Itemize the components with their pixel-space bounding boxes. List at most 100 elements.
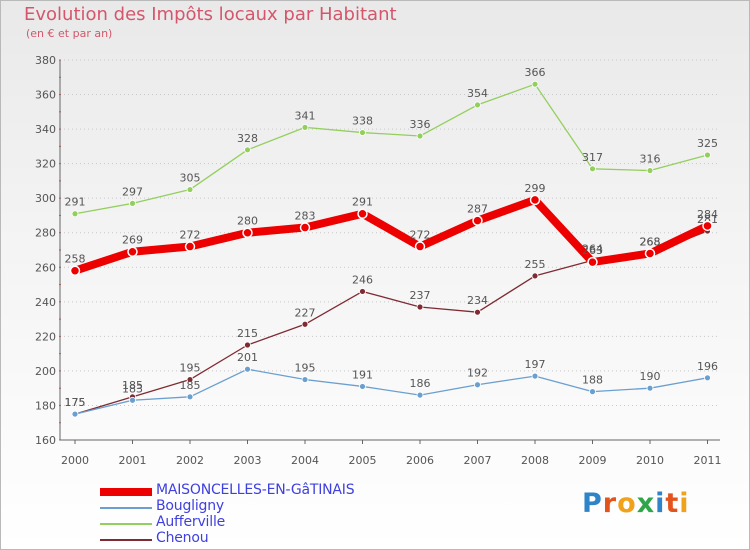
legend-swatch-maisoncelles [100, 488, 152, 496]
data-point-aufferville [129, 199, 136, 207]
y-tick-label: 260 [35, 261, 56, 274]
data-point-maisoncelles [644, 248, 656, 259]
data-point-bougligny [416, 391, 424, 399]
data-label-maisoncelles: 269 [122, 234, 143, 247]
data-label-chenou: 227 [295, 306, 316, 319]
data-label-bougligny: 192 [467, 367, 488, 380]
data-point-bougligny [474, 381, 481, 389]
x-tick-label: 2004 [291, 454, 319, 467]
data-point-chenou [531, 272, 539, 280]
brand-letter: t [665, 488, 680, 519]
x-tick-label: 2006 [406, 454, 434, 467]
data-label-maisoncelles: 258 [65, 253, 86, 266]
x-tick-label: 2010 [636, 454, 664, 467]
data-label-chenou: 185 [122, 379, 143, 392]
data-point-bougligny [531, 372, 539, 380]
x-tick-label: 2005 [349, 454, 377, 467]
data-label-maisoncelles: 291 [352, 196, 373, 209]
data-label-aufferville: 316 [640, 153, 661, 166]
data-label-bougligny: 197 [525, 358, 546, 371]
brand-letter: i [679, 488, 690, 519]
data-point-maisoncelles [242, 227, 253, 238]
data-label-maisoncelles: 299 [525, 182, 546, 195]
data-point-bougligny [589, 388, 596, 396]
data-label-bougligny: 186 [410, 377, 431, 390]
data-label-bougligny: 196 [697, 360, 718, 373]
legend-label-chenou: Chenou [156, 530, 209, 546]
brand-letter: x [636, 488, 656, 519]
data-label-aufferville: 325 [697, 137, 718, 150]
data-point-aufferville [71, 210, 79, 218]
data-point-bougligny [646, 384, 654, 392]
data-point-aufferville [474, 101, 481, 109]
data-point-bougligny [301, 376, 309, 383]
brand-letter: P [582, 488, 603, 519]
brand-letter: r [602, 488, 618, 519]
legend-swatch-chenou [100, 539, 152, 541]
data-point-aufferville [531, 80, 539, 88]
brand-letter: i [655, 488, 666, 519]
series-line-aufferville [74, 83, 709, 215]
data-point-aufferville [359, 129, 366, 136]
data-point-maisoncelles [184, 241, 196, 252]
data-point-maisoncelles [414, 241, 426, 252]
data-label-aufferville: 317 [582, 151, 603, 164]
x-tick-label: 2003 [234, 454, 262, 467]
data-label-chenou: 215 [237, 327, 258, 340]
y-tick-label: 360 [35, 89, 56, 102]
legend-label-bougligny: Bougligny [156, 498, 224, 514]
data-point-aufferville [646, 167, 654, 174]
data-label-chenou: 195 [180, 362, 201, 375]
data-label-chenou: 246 [352, 273, 373, 286]
data-point-maisoncelles [702, 220, 713, 232]
data-point-chenou [244, 341, 251, 349]
legend-swatch-aufferville [100, 523, 152, 525]
data-point-bougligny [71, 410, 79, 418]
data-point-maisoncelles [299, 222, 311, 233]
data-point-chenou [359, 288, 366, 295]
data-point-aufferville [704, 151, 711, 159]
data-label-chenou: 234 [467, 294, 488, 307]
data-label-maisoncelles: 268 [640, 235, 661, 248]
data-point-aufferville [301, 123, 309, 131]
data-point-chenou [416, 303, 424, 311]
data-label-maisoncelles: 272 [180, 229, 201, 242]
data-label-aufferville: 305 [180, 172, 201, 185]
data-point-bougligny [186, 393, 194, 401]
data-label-maisoncelles: 284 [697, 208, 718, 221]
y-tick-label: 280 [35, 227, 56, 240]
data-label-bougligny: 201 [237, 351, 258, 364]
x-tick-label: 2007 [464, 454, 492, 467]
x-tick-label: 2008 [521, 454, 549, 467]
x-tick-label: 2009 [579, 454, 607, 467]
y-tick-label: 340 [35, 123, 56, 136]
legend-swatch-bougligny [100, 507, 152, 509]
brand-logo: Proxiti [582, 488, 690, 519]
y-tick-label: 320 [35, 158, 56, 171]
x-tick-label: 2001 [119, 454, 147, 467]
legend-label-maisoncelles: MAISONCELLES-EN-GâTINAIS [156, 482, 355, 498]
data-point-maisoncelles [357, 208, 368, 219]
data-label-aufferville: 338 [352, 115, 373, 128]
data-label-maisoncelles: 280 [237, 215, 258, 228]
data-label-bougligny: 195 [295, 362, 316, 375]
data-point-bougligny [129, 396, 136, 404]
data-point-aufferville [244, 146, 251, 154]
data-label-aufferville: 297 [122, 185, 143, 198]
data-label-aufferville: 328 [237, 132, 258, 145]
data-label-aufferville: 354 [467, 87, 488, 100]
data-label-chenou: 281 [697, 213, 718, 226]
x-tick-label: 2011 [694, 454, 722, 467]
data-point-chenou [474, 308, 481, 316]
data-label-maisoncelles: 283 [295, 210, 316, 223]
data-point-bougligny [359, 383, 366, 390]
data-label-maisoncelles: 272 [410, 229, 431, 242]
y-tick-label: 160 [35, 434, 56, 447]
data-label-aufferville: 341 [295, 109, 316, 122]
data-label-bougligny: 191 [352, 368, 373, 381]
data-label-bougligny: 183 [122, 382, 143, 395]
data-label-aufferville: 336 [410, 118, 431, 131]
series-line-bougligny [74, 368, 709, 415]
